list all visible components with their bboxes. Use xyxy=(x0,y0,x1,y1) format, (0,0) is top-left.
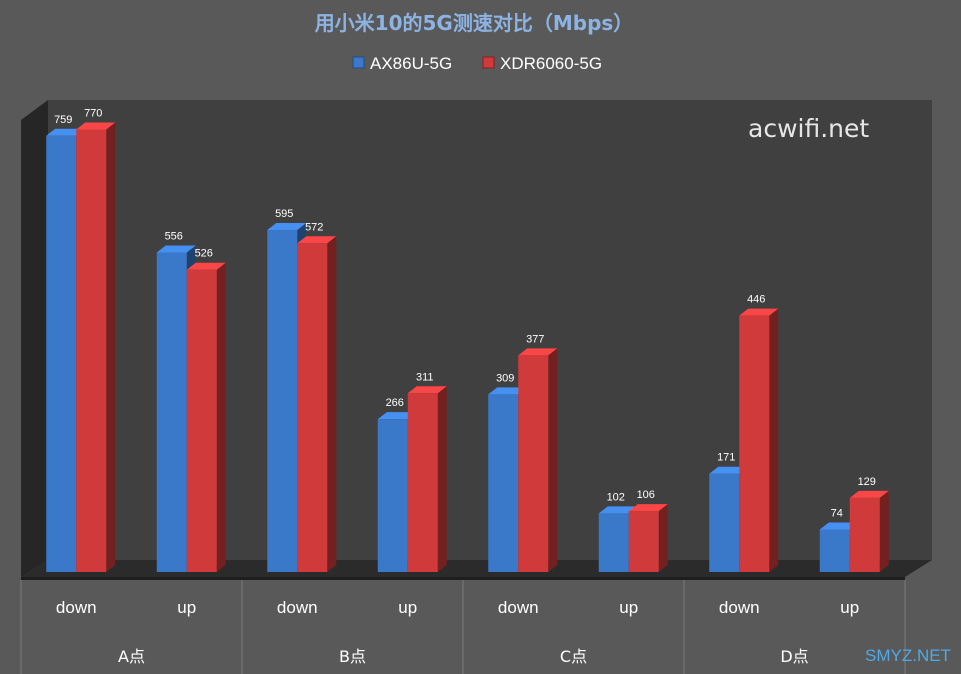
chart-side-wall xyxy=(21,100,48,577)
bar-xdr6060-1 xyxy=(76,122,116,572)
legend-swatch-xdr6060 xyxy=(482,56,495,69)
legend-label-xdr6060: XDR6060-5G xyxy=(500,54,602,73)
bar-xdr6060-5 xyxy=(518,348,558,572)
value-label-ax86u-8: 74 xyxy=(831,507,843,519)
x-group-label-3: C点 xyxy=(560,647,587,666)
value-label-ax86u-6: 102 xyxy=(607,491,625,503)
value-label-xdr6060-1: 770 xyxy=(84,107,102,119)
chart-floor xyxy=(21,560,932,577)
bar-xdr6060-4 xyxy=(407,386,447,572)
chart-title: 用小米10的5G测速对比（Mbps） xyxy=(315,11,634,35)
x-tick-label-4: up xyxy=(398,598,417,617)
x-group-label-2: B点 xyxy=(339,647,366,666)
value-label-ax86u-3: 595 xyxy=(275,208,293,220)
x-group-label-4: D点 xyxy=(780,647,808,666)
value-label-xdr6060-3: 572 xyxy=(305,221,323,233)
bar-xdr6060-3 xyxy=(297,236,337,572)
bar-xdr6060-6 xyxy=(628,504,668,572)
x-tick-label-1: down xyxy=(56,598,97,617)
x-tick-label-2: up xyxy=(177,598,196,617)
bar-xdr6060-7 xyxy=(739,308,779,572)
value-label-ax86u-2: 556 xyxy=(165,230,183,242)
watermark-acwifi: acwifi.net xyxy=(748,114,869,143)
value-label-xdr6060-5: 377 xyxy=(526,333,544,345)
x-tick-label-8: up xyxy=(840,598,859,617)
value-label-xdr6060-2: 526 xyxy=(195,248,213,260)
value-label-xdr6060-4: 311 xyxy=(416,371,434,383)
value-label-ax86u-1: 759 xyxy=(54,114,72,126)
watermark-smyz: SMYZ.NET xyxy=(865,646,951,665)
value-label-ax86u-7: 171 xyxy=(717,452,735,464)
x-tick-label-7: down xyxy=(719,598,760,617)
x-tick-label-3: down xyxy=(277,598,318,617)
value-label-xdr6060-8: 129 xyxy=(858,476,876,488)
x-tick-label-6: up xyxy=(619,598,638,617)
bar-xdr6060-8 xyxy=(849,490,889,572)
legend-label-ax86u: AX86U-5G xyxy=(370,54,452,73)
x-group-label-1: A点 xyxy=(118,647,145,666)
value-label-ax86u-5: 309 xyxy=(496,372,514,384)
legend-swatch-ax86u xyxy=(352,56,365,69)
value-label-xdr6060-7: 446 xyxy=(747,294,765,306)
x-tick-label-5: down xyxy=(498,598,539,617)
value-label-ax86u-4: 266 xyxy=(386,397,404,409)
bar-xdr6060-2 xyxy=(186,262,226,572)
value-label-xdr6060-6: 106 xyxy=(637,489,655,501)
chart-floor-edge xyxy=(21,577,905,580)
legend: AX86U-5G XDR6060-5G xyxy=(352,54,602,73)
